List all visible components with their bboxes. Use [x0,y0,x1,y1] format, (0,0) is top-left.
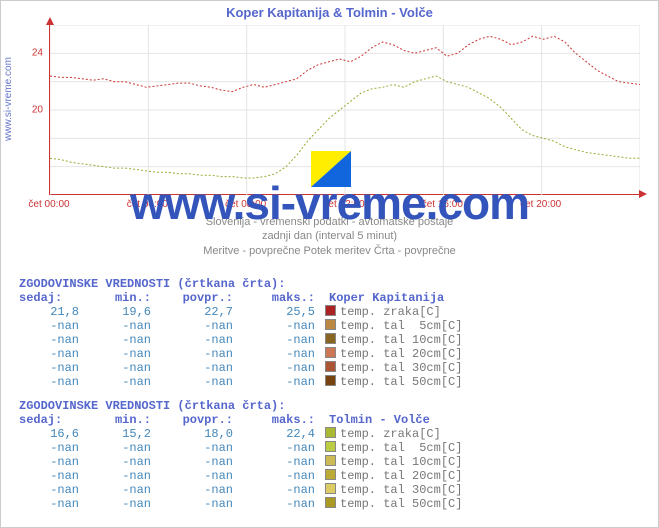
series-swatch-icon [325,427,336,438]
series-swatch-icon [325,361,336,372]
axis-arrow-right-icon [639,190,647,198]
axis-arrow-up-icon [46,17,54,25]
table-header: ZGODOVINSKE VREDNOSTI (črtkana črta): [19,399,648,413]
chart-title: Koper Kapitanija & Tolmin - Volče [1,1,658,20]
site-label: www.si-vreme.com [3,57,14,141]
table-row: -nan-nan-nan-nantemp. tal 30cm[C] [19,361,648,375]
series-swatch-icon [325,469,336,480]
site-logo-icon [311,151,351,187]
data-tables: ZGODOVINSKE VREDNOSTI (črtkana črta):sed… [19,277,648,511]
x-axis-labels: čet 00:00čet 04:00čet 08:00čet 12:00čet … [49,199,639,213]
series-swatch-icon [325,497,336,508]
table-columns: sedaj:min.:povpr.:maks.:Koper Kapitanija [19,291,648,305]
series-swatch-icon [325,483,336,494]
series-swatch-icon [325,347,336,358]
table-row: -nan-nan-nan-nantemp. tal 50cm[C] [19,375,648,389]
series-swatch-icon [325,333,336,344]
chart-subtext: Slovenija - vremenski podatki - avtomats… [1,215,658,258]
table-row: -nan-nan-nan-nantemp. tal 20cm[C] [19,347,648,361]
table-row: -nan-nan-nan-nantemp. tal 30cm[C] [19,483,648,497]
table-row: 21,819,622,725,5temp. zraka[C] [19,305,648,319]
series-swatch-icon [325,441,336,452]
table-header: ZGODOVINSKE VREDNOSTI (črtkana črta): [19,277,648,291]
table-row: -nan-nan-nan-nantemp. tal 5cm[C] [19,319,648,333]
table-row: -nan-nan-nan-nantemp. tal 10cm[C] [19,455,648,469]
series-swatch-icon [325,305,336,316]
table-row: 16,615,218,022,4temp. zraka[C] [19,427,648,441]
table-row: -nan-nan-nan-nantemp. tal 50cm[C] [19,497,648,511]
table-row: -nan-nan-nan-nantemp. tal 5cm[C] [19,441,648,455]
series-swatch-icon [325,375,336,386]
table-columns: sedaj:min.:povpr.:maks.:Tolmin - Volče [19,413,648,427]
table-row: -nan-nan-nan-nantemp. tal 20cm[C] [19,469,648,483]
series-swatch-icon [325,455,336,466]
table-row: -nan-nan-nan-nantemp. tal 10cm[C] [19,333,648,347]
series-swatch-icon [325,319,336,330]
